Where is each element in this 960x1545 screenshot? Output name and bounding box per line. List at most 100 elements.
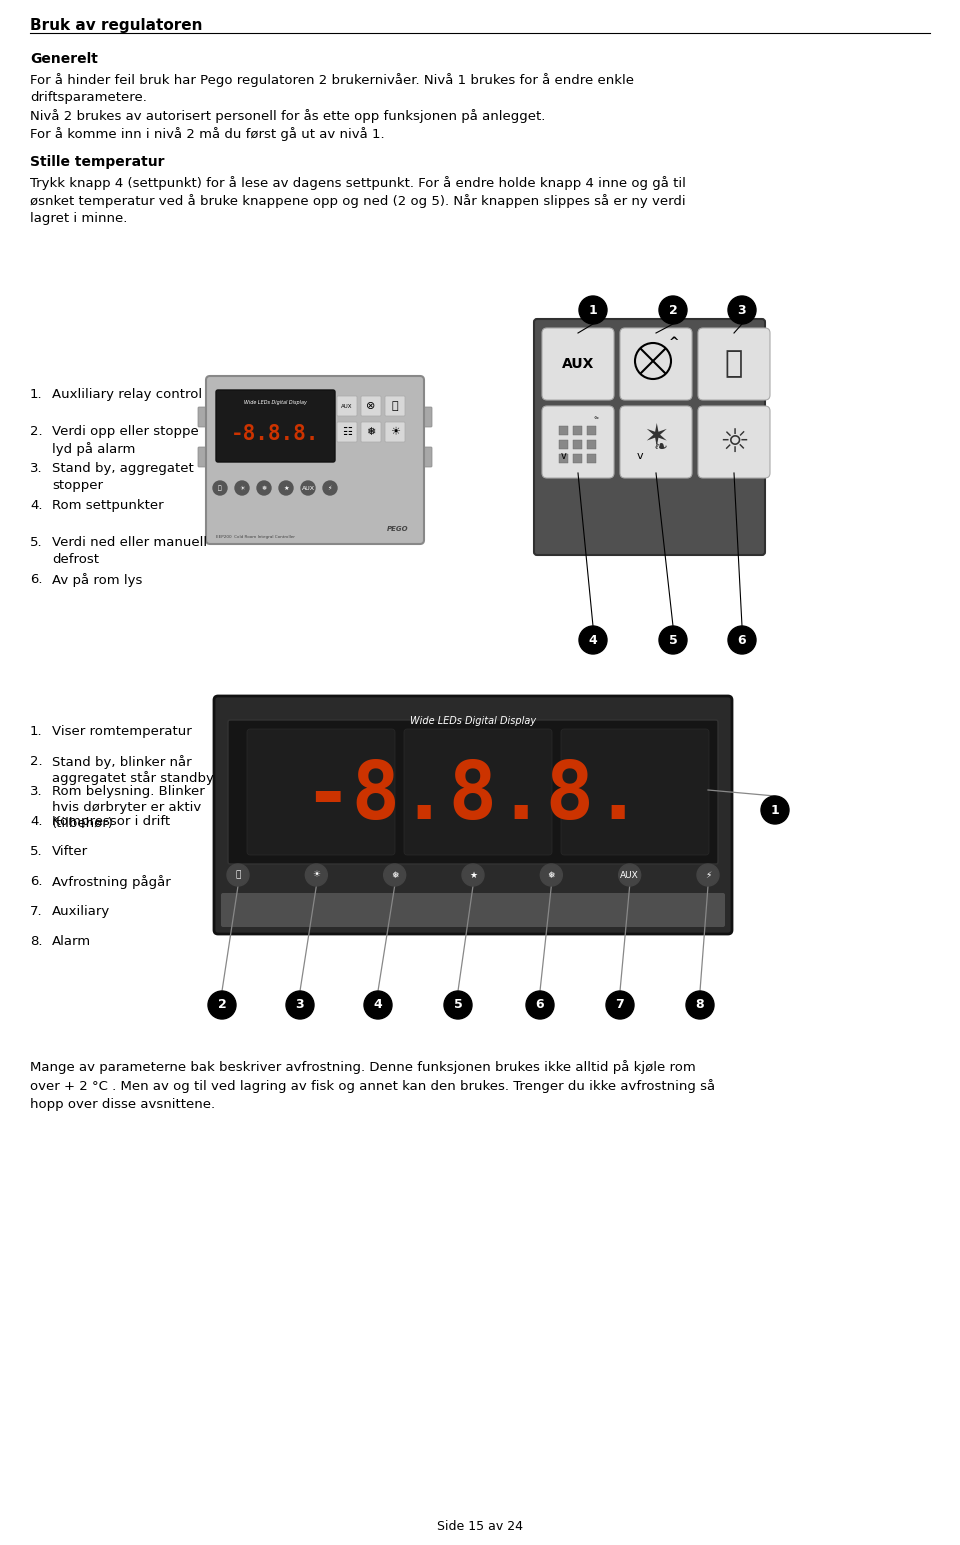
Text: over + 2 °C . Men av og til ved lagring av fisk og annet kan den brukes. Trenger: over + 2 °C . Men av og til ved lagring … <box>30 1078 715 1092</box>
Text: ⊗: ⊗ <box>367 402 375 411</box>
FancyBboxPatch shape <box>573 440 582 450</box>
Circle shape <box>606 990 634 1020</box>
Text: 6: 6 <box>737 633 746 646</box>
Text: 3.: 3. <box>30 462 42 474</box>
Text: Av på rom lys: Av på rom lys <box>52 573 142 587</box>
Text: (tilbehør): (tilbehør) <box>52 817 114 830</box>
Text: Avfrostning pågår: Avfrostning pågår <box>52 874 171 888</box>
Text: ☀: ☀ <box>312 870 321 879</box>
FancyBboxPatch shape <box>337 396 357 416</box>
FancyBboxPatch shape <box>247 729 395 854</box>
Text: 3.: 3. <box>30 785 42 799</box>
Circle shape <box>301 480 315 494</box>
FancyBboxPatch shape <box>534 318 765 555</box>
Circle shape <box>728 626 756 654</box>
FancyBboxPatch shape <box>361 396 381 416</box>
Text: 5: 5 <box>668 633 678 646</box>
Text: 4: 4 <box>373 998 382 1012</box>
Text: 4.: 4. <box>30 816 42 828</box>
Text: -8.8.8.: -8.8.8. <box>303 759 643 836</box>
Text: 6.: 6. <box>30 874 42 888</box>
FancyBboxPatch shape <box>698 328 770 400</box>
Circle shape <box>579 626 607 654</box>
Circle shape <box>659 626 687 654</box>
Circle shape <box>364 990 392 1020</box>
Text: Verdi opp eller stoppe: Verdi opp eller stoppe <box>52 425 199 437</box>
Text: ⏻: ⏻ <box>218 485 222 491</box>
FancyBboxPatch shape <box>620 328 692 400</box>
Text: 6: 6 <box>536 998 544 1012</box>
FancyBboxPatch shape <box>198 406 212 426</box>
Circle shape <box>384 864 406 885</box>
Text: EEP200  Cold Room Integral Controller: EEP200 Cold Room Integral Controller <box>216 535 295 539</box>
Text: ^: ^ <box>669 335 680 349</box>
Text: ❅: ❅ <box>391 870 398 879</box>
Text: hvis dørbryter er aktiv: hvis dørbryter er aktiv <box>52 800 202 814</box>
Circle shape <box>728 297 756 324</box>
Text: ☀: ☀ <box>390 426 400 437</box>
FancyBboxPatch shape <box>559 426 568 436</box>
Text: Side 15 av 24: Side 15 av 24 <box>437 1520 523 1533</box>
FancyBboxPatch shape <box>620 406 692 477</box>
FancyBboxPatch shape <box>214 695 732 935</box>
Text: ❅: ❅ <box>547 870 555 879</box>
Circle shape <box>540 864 563 885</box>
Circle shape <box>686 990 714 1020</box>
Text: 2.: 2. <box>30 756 42 768</box>
FancyBboxPatch shape <box>404 729 552 854</box>
Circle shape <box>526 990 554 1020</box>
Text: 2: 2 <box>668 303 678 317</box>
Text: ★: ★ <box>468 870 477 879</box>
Text: Wide LEDs Digital Display: Wide LEDs Digital Display <box>410 715 536 726</box>
Circle shape <box>659 297 687 324</box>
FancyBboxPatch shape <box>418 406 432 426</box>
Text: -8.8.8.: -8.8.8. <box>231 423 320 443</box>
Text: Trykk knapp 4 (settpunkt) for å lese av dagens settpunkt. For å endre holde knap: Trykk knapp 4 (settpunkt) for å lese av … <box>30 176 685 190</box>
Circle shape <box>257 480 271 494</box>
Text: 4: 4 <box>588 633 597 646</box>
Text: v: v <box>562 451 566 460</box>
Text: 5.: 5. <box>30 536 42 548</box>
FancyBboxPatch shape <box>385 422 405 442</box>
Text: °ᶜ: °ᶜ <box>593 417 599 423</box>
Text: Generelt: Generelt <box>30 53 98 66</box>
Text: ⚡: ⚡ <box>705 870 711 879</box>
Circle shape <box>213 480 227 494</box>
FancyBboxPatch shape <box>216 389 335 462</box>
FancyBboxPatch shape <box>587 426 596 436</box>
Text: Kompressor i drift: Kompressor i drift <box>52 816 170 828</box>
Text: Nivå 2 brukes av autorisert personell for ås ette opp funksjonen på anlegget.: Nivå 2 brukes av autorisert personell fo… <box>30 110 545 124</box>
Text: Verdi ned eller manuell: Verdi ned eller manuell <box>52 536 207 548</box>
FancyBboxPatch shape <box>198 447 212 467</box>
Text: AUX: AUX <box>301 485 315 490</box>
Text: 3: 3 <box>296 998 304 1012</box>
Circle shape <box>697 864 719 885</box>
Text: v: v <box>636 451 643 460</box>
FancyBboxPatch shape <box>698 406 770 477</box>
Text: 2.: 2. <box>30 425 42 437</box>
Circle shape <box>323 480 337 494</box>
Text: defrost: defrost <box>52 553 99 565</box>
Text: ☀: ☀ <box>239 485 245 490</box>
Text: For å hinder feil bruk har Pego regulatoren 2 brukernivåer. Nivå 1 brukes for å : For å hinder feil bruk har Pego regulato… <box>30 73 634 87</box>
Text: ☷: ☷ <box>342 426 352 437</box>
Text: AUX: AUX <box>562 357 594 371</box>
FancyBboxPatch shape <box>337 422 357 442</box>
Circle shape <box>279 480 293 494</box>
Text: Stand by, blinker når: Stand by, blinker når <box>52 756 192 769</box>
Text: AUX: AUX <box>341 403 352 408</box>
FancyBboxPatch shape <box>559 440 568 450</box>
Text: 8.: 8. <box>30 935 42 949</box>
Text: ⏻: ⏻ <box>725 349 743 379</box>
FancyBboxPatch shape <box>573 426 582 436</box>
Text: hopp over disse avsnittene.: hopp over disse avsnittene. <box>30 1098 215 1111</box>
Text: 1: 1 <box>588 303 597 317</box>
Text: PEGO: PEGO <box>386 525 408 531</box>
Text: ⏻: ⏻ <box>235 870 241 879</box>
Text: ❧: ❧ <box>654 437 668 456</box>
Text: Viser romtemperatur: Viser romtemperatur <box>52 725 192 739</box>
Text: stopper: stopper <box>52 479 103 491</box>
Circle shape <box>208 990 236 1020</box>
Text: 7: 7 <box>615 998 624 1012</box>
FancyBboxPatch shape <box>418 447 432 467</box>
